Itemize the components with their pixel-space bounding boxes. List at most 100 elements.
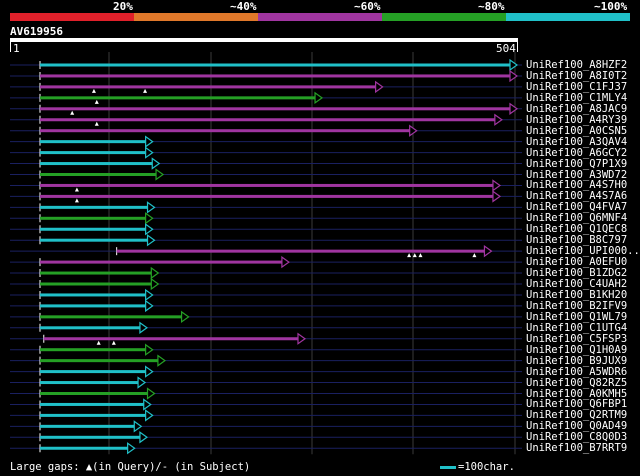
hit-bar[interactable] <box>40 381 140 385</box>
hit-bar[interactable] <box>40 359 159 363</box>
hit-bar[interactable] <box>40 446 129 450</box>
hit-bar[interactable] <box>40 304 147 308</box>
hit-bar[interactable] <box>40 293 147 297</box>
hit-bar[interactable] <box>40 63 511 67</box>
query-gap-marker-icon <box>407 253 412 258</box>
query-gap-marker-icon <box>70 110 75 115</box>
hit-row: UniRef100_A5WDR6 <box>0 365 640 378</box>
query-gap-marker-icon <box>472 253 477 258</box>
hit-row: UniRef100_A4S7A6 <box>0 191 640 202</box>
hit-arrow-icon <box>409 124 418 137</box>
hit-name-link[interactable]: UniRef100_C1UTG4 <box>526 321 628 334</box>
hit-name-link[interactable]: UniRef100_Q1WL79 <box>526 310 628 323</box>
hit-name-link[interactable]: UniRef100_A3WD72 <box>526 168 628 181</box>
hit-arrow-icon <box>145 365 154 378</box>
hit-row: UniRef100_C1FJ37 <box>0 80 640 93</box>
hit-name-link[interactable]: UniRef100_C8Q0D3 <box>526 431 628 444</box>
hit-bar[interactable] <box>40 85 377 89</box>
hit-bar[interactable] <box>40 129 411 133</box>
hit-name-link[interactable]: UniRef100_Q0AD49 <box>526 420 628 433</box>
hit-bar[interactable] <box>40 348 147 352</box>
hit-name-link[interactable]: UniRef100_C1FJ37 <box>526 80 628 93</box>
hit-name-link[interactable]: UniRef100_A3QAV4 <box>526 135 628 148</box>
hit-name-link[interactable]: UniRef100_Q82RZ5 <box>526 376 628 389</box>
hit-bar[interactable] <box>40 227 147 231</box>
hit-name-link[interactable]: UniRef100_A4S7H0 <box>526 179 628 192</box>
hit-name-link[interactable]: UniRef100_B7RRT9 <box>526 442 628 455</box>
hit-name-link[interactable]: UniRef100_Q7P1X9 <box>526 157 628 170</box>
hit-name-link[interactable]: UniRef100_C1MLY4 <box>526 91 628 104</box>
hit-bar[interactable] <box>40 183 494 187</box>
hit-name-link[interactable]: UniRef100_A8I0T2 <box>526 69 628 82</box>
hit-name-link[interactable]: UniRef100_Q4FVA7 <box>526 201 628 214</box>
hit-bar[interactable] <box>40 151 147 155</box>
hit-name-link[interactable]: UniRef100_Q2RTM9 <box>526 409 628 422</box>
hit-bar[interactable] <box>40 216 147 220</box>
hit-name-link[interactable]: UniRef100_A8HZF2 <box>526 59 628 71</box>
hit-name-link[interactable]: UniRef100_A4RY39 <box>526 113 628 126</box>
hit-row: UniRef100_Q6MNF4 <box>0 213 640 224</box>
hit-name-link[interactable]: UniRef100_Q1H0A9 <box>526 343 628 356</box>
hit-bar[interactable] <box>40 194 494 198</box>
hit-bar[interactable] <box>40 282 153 286</box>
hit-arrow-icon <box>509 69 519 83</box>
hit-name-link[interactable]: UniRef100_B2IFV9 <box>526 299 628 312</box>
hit-bar[interactable] <box>40 238 149 242</box>
hit-name-link[interactable]: UniRef100_A0EFU0 <box>526 256 628 269</box>
hit-bar[interactable] <box>40 271 153 275</box>
hit-arrow-icon <box>314 91 324 105</box>
hit-arrow-icon <box>145 288 154 302</box>
large-gaps-legend: Large gaps: ▲(in Query)/- (in Subject) <box>10 461 251 473</box>
hit-name-link[interactable]: UniRef100_A8JAC9 <box>526 102 628 115</box>
hit-bar[interactable] <box>40 260 283 264</box>
hit-row: UniRef100_A8I0T2 <box>0 69 640 82</box>
hit-bar[interactable] <box>40 435 141 439</box>
hit-name-link[interactable]: UniRef100_UPI000... <box>526 245 640 258</box>
hit-name-link[interactable]: UniRef100_B1KH20 <box>526 288 628 301</box>
hit-name-link[interactable]: UniRef100_A0KMH5 <box>526 387 628 400</box>
hit-bar[interactable] <box>40 402 145 406</box>
hit-name-link[interactable]: UniRef100_Q6FBP1 <box>526 398 628 411</box>
hit-bar[interactable] <box>40 96 317 100</box>
hit-row: UniRef100_A3QAV4 <box>0 135 640 148</box>
query-gap-marker-icon <box>418 253 423 258</box>
legend-segment-100 <box>506 13 630 21</box>
hit-bar[interactable] <box>40 424 136 428</box>
query-gap-marker-icon <box>74 198 79 203</box>
hit-bar[interactable] <box>40 326 141 330</box>
query-ruler-start-tick <box>10 42 11 52</box>
hit-bar[interactable] <box>40 370 147 374</box>
hit-bar[interactable] <box>43 337 300 341</box>
hit-bar[interactable] <box>40 74 511 78</box>
hit-arrow-icon <box>150 266 160 280</box>
hit-bar[interactable] <box>40 173 158 176</box>
hit-name-link[interactable]: UniRef100_A4S7A6 <box>526 190 628 203</box>
hit-row: UniRef100_A4S7H0 <box>0 180 640 191</box>
hit-name-link[interactable]: UniRef100_Q1QEC8 <box>526 223 628 236</box>
hit-name-link[interactable]: UniRef100_A6GCY2 <box>526 146 628 159</box>
hit-bar[interactable] <box>40 413 147 417</box>
hit-name-link[interactable]: UniRef100_B1ZDG2 <box>526 267 628 280</box>
hit-name-link[interactable]: UniRef100_C5FSP3 <box>526 332 628 345</box>
scale-label: =100char. <box>458 461 515 473</box>
hit-bar[interactable] <box>40 392 149 395</box>
hit-bar[interactable] <box>40 140 147 144</box>
hit-name-link[interactable]: UniRef100_B9JUX9 <box>526 354 628 367</box>
hit-name-link[interactable]: UniRef100_B8C797 <box>526 234 628 247</box>
hit-bar[interactable] <box>40 315 183 319</box>
hit-row: UniRef100_A8HZF2 <box>0 60 640 71</box>
hit-name-link[interactable]: UniRef100_Q6MNF4 <box>526 212 628 225</box>
hit-bar[interactable] <box>40 107 511 111</box>
hit-bar[interactable] <box>116 249 486 253</box>
hit-bar[interactable] <box>40 162 154 166</box>
legend-label-20: 20% <box>113 0 133 13</box>
hit-name-link[interactable]: UniRef100_C4UAH2 <box>526 278 628 290</box>
query-gap-marker-icon <box>143 88 148 93</box>
query-end-label: 504 <box>496 42 516 55</box>
hit-bar[interactable] <box>40 118 496 122</box>
query-start-label: 1 <box>13 42 20 55</box>
hit-name-link[interactable]: UniRef100_A5WDR6 <box>526 365 628 378</box>
hit-bar[interactable] <box>40 205 149 209</box>
hit-row: UniRef100_C4UAH2 <box>0 279 640 290</box>
hit-name-link[interactable]: UniRef100_A0CSN5 <box>526 124 628 137</box>
